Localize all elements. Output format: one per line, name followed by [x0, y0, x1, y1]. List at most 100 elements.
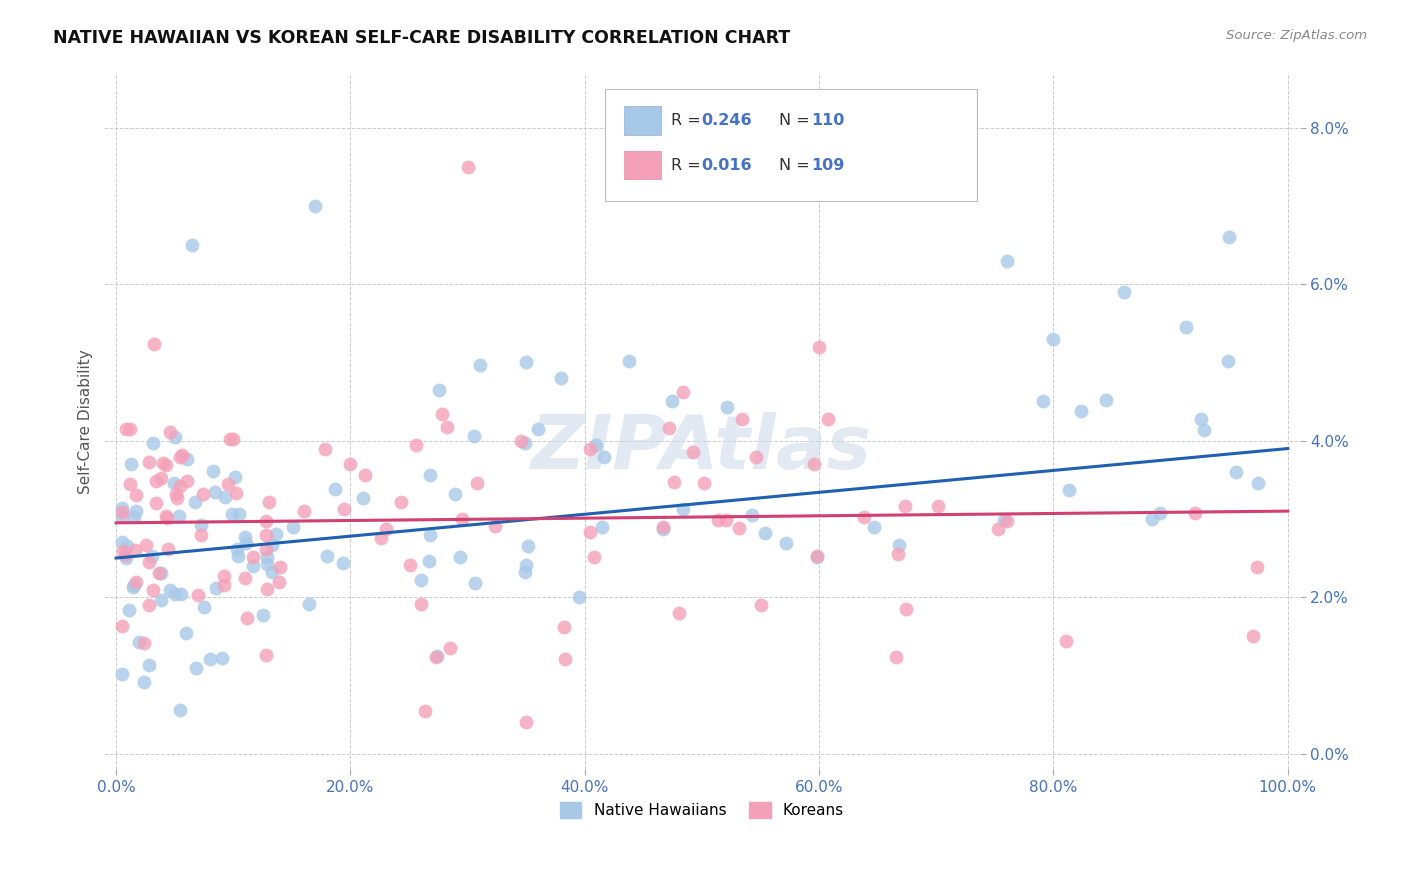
Point [884, 650, 907, 665]
Point [325, 482, 347, 496]
Point [169, 479, 191, 493]
Point [115, 422, 138, 436]
Point [225, 486, 247, 500]
Point [995, 253, 1018, 268]
Point [219, 432, 242, 446]
Point [370, 531, 392, 545]
Point [863, 520, 886, 534]
Point [389, 495, 412, 509]
Point [515, 715, 537, 730]
Point [111, 501, 134, 516]
Point [591, 520, 613, 534]
Point [172, 449, 194, 463]
Point [187, 589, 209, 603]
Point [775, 535, 797, 549]
Point [176, 451, 198, 466]
Point [405, 437, 427, 451]
Point [211, 651, 233, 665]
Point [128, 635, 150, 649]
Point [927, 500, 949, 514]
Legend: Native Hawaiians, Koreans: Native Hawaiians, Koreans [554, 797, 851, 824]
Point [233, 571, 256, 585]
Point [111, 619, 134, 633]
Point [693, 476, 716, 491]
Point [553, 620, 575, 634]
Point [256, 549, 278, 564]
Point [181, 238, 204, 252]
Point [707, 513, 730, 527]
Point [304, 199, 326, 213]
Point [138, 455, 160, 469]
Point [217, 476, 239, 491]
Point [578, 524, 600, 539]
Point [257, 495, 280, 509]
Point [995, 514, 1018, 528]
Point [457, 160, 479, 174]
Text: NATIVE HAWAIIAN VS KOREAN SELF-CARE DISABILITY CORRELATION CHART: NATIVE HAWAIIAN VS KOREAN SELF-CARE DISA… [53, 29, 790, 47]
Point [1192, 423, 1215, 437]
Point [252, 608, 274, 623]
Point [256, 582, 278, 597]
Point [419, 468, 441, 483]
Point [235, 536, 257, 550]
Point [214, 490, 236, 504]
Point [111, 505, 134, 519]
Point [749, 598, 772, 612]
Point [527, 422, 550, 436]
Point [745, 450, 768, 464]
Point [658, 420, 681, 434]
Point [150, 470, 173, 484]
Point [142, 583, 165, 598]
Point [332, 556, 354, 570]
Point [1175, 320, 1198, 334]
Point [269, 560, 291, 574]
Point [513, 565, 536, 579]
Point [419, 528, 441, 542]
Point [808, 340, 831, 354]
Point [260, 565, 283, 579]
Point [115, 539, 138, 553]
Point [120, 457, 142, 471]
Point [1184, 506, 1206, 520]
Point [510, 434, 533, 448]
Y-axis label: Self-Care Disability: Self-Care Disability [79, 349, 93, 493]
Point [156, 511, 179, 525]
Point [132, 636, 155, 650]
Point [592, 450, 614, 464]
Text: N =: N = [779, 158, 815, 172]
Point [204, 485, 226, 500]
Point [398, 558, 420, 573]
Point [554, 651, 576, 665]
Point [418, 554, 440, 568]
Point [111, 666, 134, 681]
Point [163, 475, 186, 490]
Text: R =: R = [671, 113, 706, 128]
Text: ZIPAtlas: ZIPAtlas [531, 412, 873, 485]
Point [516, 539, 538, 553]
Text: R =: R = [671, 158, 706, 172]
Point [513, 436, 536, 450]
Point [201, 464, 224, 478]
Point [254, 542, 277, 557]
Point [427, 384, 450, 398]
Point [568, 590, 591, 604]
Text: 0.246: 0.246 [702, 113, 752, 128]
Point [124, 504, 146, 518]
Point [184, 495, 207, 509]
Point [484, 518, 506, 533]
Point [176, 474, 198, 488]
Point [1216, 354, 1239, 368]
Point [228, 507, 250, 521]
Point [142, 436, 165, 450]
Point [668, 606, 690, 620]
Point [212, 569, 235, 583]
Point [254, 648, 277, 662]
Point [550, 371, 572, 385]
Point [169, 450, 191, 464]
Point [1241, 629, 1264, 643]
Point [190, 528, 212, 542]
Point [374, 522, 396, 536]
Point [853, 510, 876, 524]
Point [122, 577, 145, 591]
Point [585, 437, 607, 451]
